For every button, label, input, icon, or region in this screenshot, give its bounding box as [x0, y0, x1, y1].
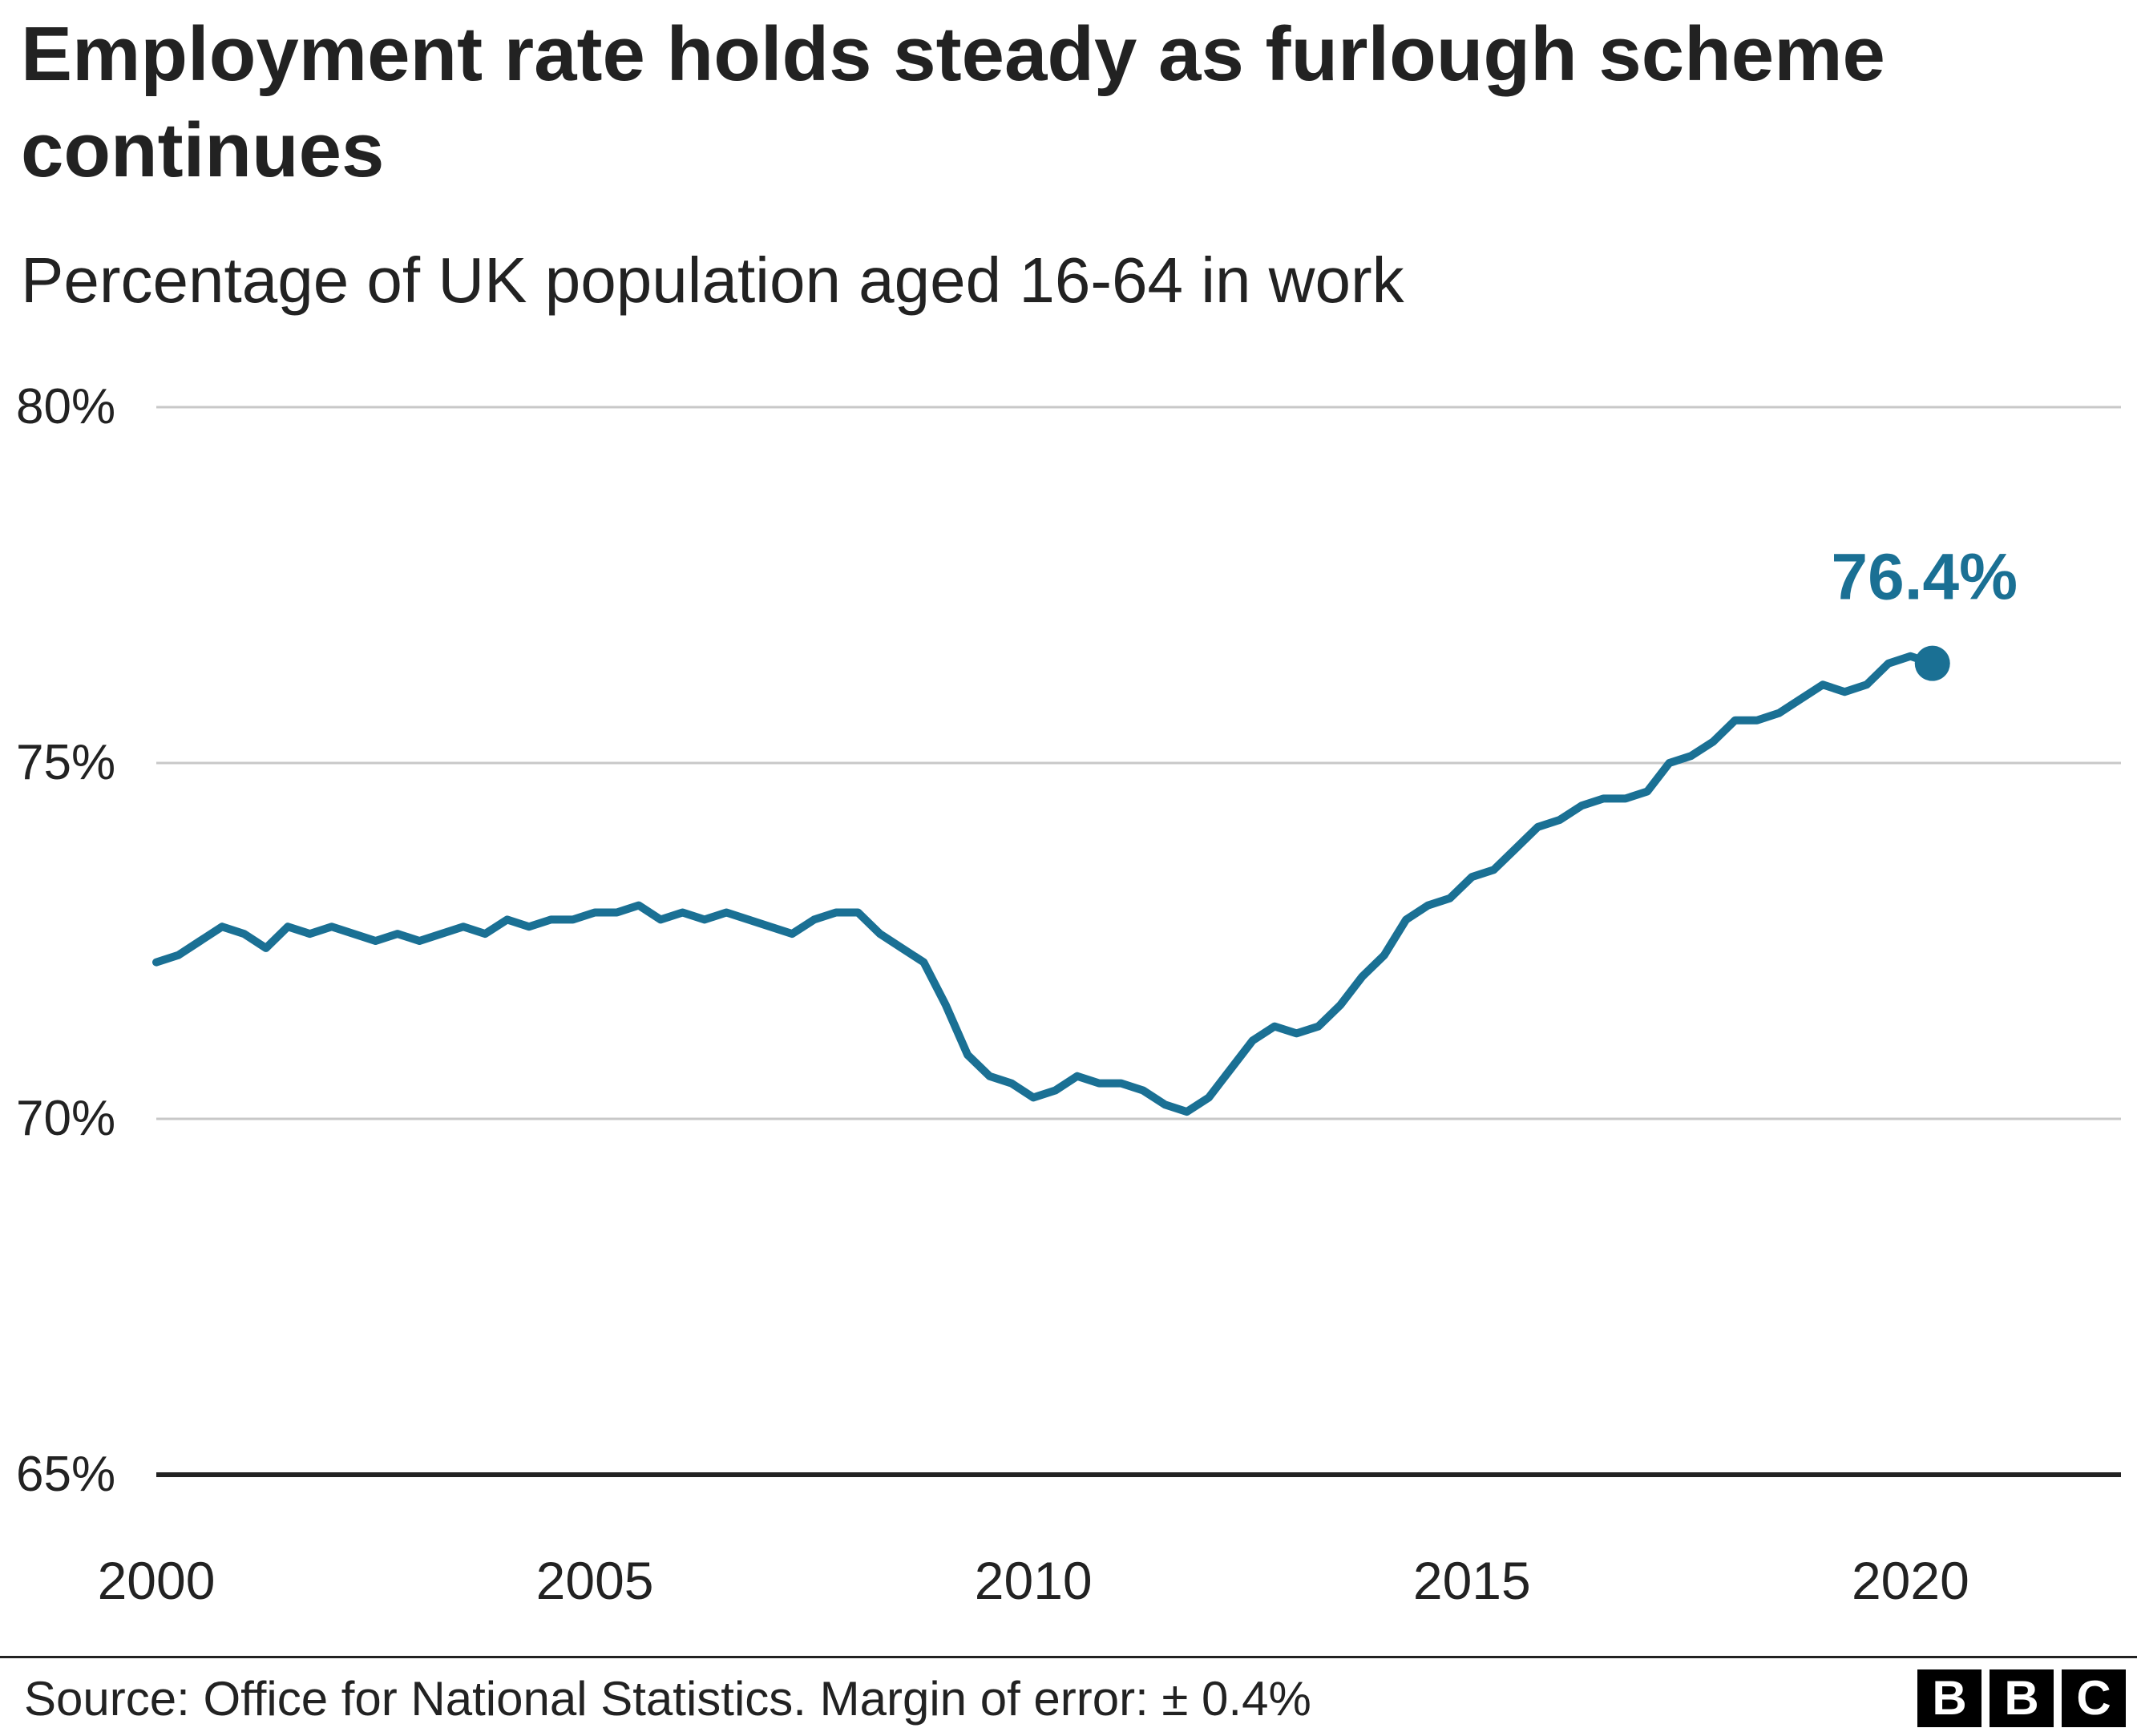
y-tick-label: 80% — [16, 379, 115, 434]
chart-subtitle: Percentage of UK population aged 16-64 i… — [21, 244, 1404, 316]
series-line-0 — [152, 652, 1937, 1116]
series-layer — [152, 652, 1937, 1116]
annotation-layer: 76.4% — [1831, 541, 2018, 681]
logo-letter-1: B — [1917, 1669, 1981, 1727]
y-tick-label: 70% — [16, 1091, 115, 1146]
source-note: Source: Office for National Statistics. … — [24, 1672, 1311, 1726]
x-tick-label: 2000 — [98, 1551, 216, 1610]
y-tick-labels: 65% 70% 75% 80% — [16, 379, 115, 1502]
x-tick-label: 2005 — [536, 1551, 654, 1610]
x-tick-labels: 2000 2005 2010 2015 2020 — [98, 1551, 1969, 1610]
footer-divider — [0, 1656, 2137, 1658]
y-tick-label: 75% — [16, 735, 115, 790]
line-chart: 65% 70% 75% 80% 2000 2005 2010 2015 2020 76.4% — [16, 379, 2121, 1610]
logo-letter-2: B — [1990, 1669, 2054, 1727]
y-tick-label: 65% — [16, 1447, 115, 1502]
x-tick-label: 2020 — [1852, 1551, 1969, 1610]
logo-letter-3: C — [2062, 1669, 2126, 1727]
chart-title: Employment rate holds steady as furlough… — [21, 11, 1885, 193]
gridlines — [156, 406, 2121, 1477]
bbc-logo: B B C — [1917, 1669, 2126, 1727]
x-tick-label: 2010 — [975, 1551, 1093, 1610]
latest-value-dot — [1914, 645, 1950, 681]
x-tick-label: 2015 — [1413, 1551, 1531, 1610]
latest-value-label: 76.4% — [1831, 541, 2018, 614]
